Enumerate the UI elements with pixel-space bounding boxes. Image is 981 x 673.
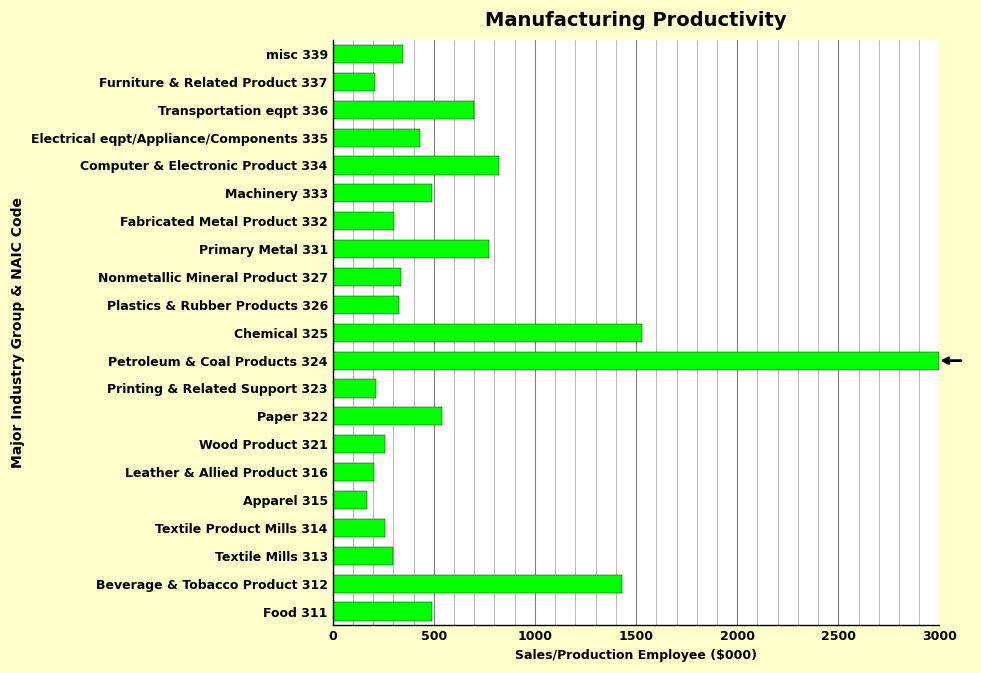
Bar xyxy=(333,463,374,481)
Bar xyxy=(333,101,474,118)
Bar xyxy=(333,212,394,230)
Bar xyxy=(333,296,399,314)
Bar xyxy=(333,546,393,565)
Bar xyxy=(333,156,498,174)
Bar xyxy=(333,380,376,398)
Y-axis label: Major Industry Group & NAIC Code: Major Industry Group & NAIC Code xyxy=(11,197,26,468)
Text: 8,876: 8,876 xyxy=(0,672,1,673)
Bar xyxy=(333,45,403,63)
Bar xyxy=(333,129,420,147)
Bar xyxy=(333,73,375,91)
Bar xyxy=(333,602,432,621)
Bar xyxy=(333,575,622,593)
Bar xyxy=(333,268,401,286)
Bar xyxy=(333,184,432,203)
Bar xyxy=(333,519,386,537)
Bar xyxy=(333,351,940,369)
Bar xyxy=(333,491,367,509)
Bar xyxy=(333,324,643,342)
Title: Manufacturing Productivity: Manufacturing Productivity xyxy=(486,11,787,30)
X-axis label: Sales/Production Employee ($000): Sales/Production Employee ($000) xyxy=(515,649,757,662)
Bar xyxy=(333,435,386,454)
Bar xyxy=(333,240,490,258)
Bar xyxy=(333,407,441,425)
